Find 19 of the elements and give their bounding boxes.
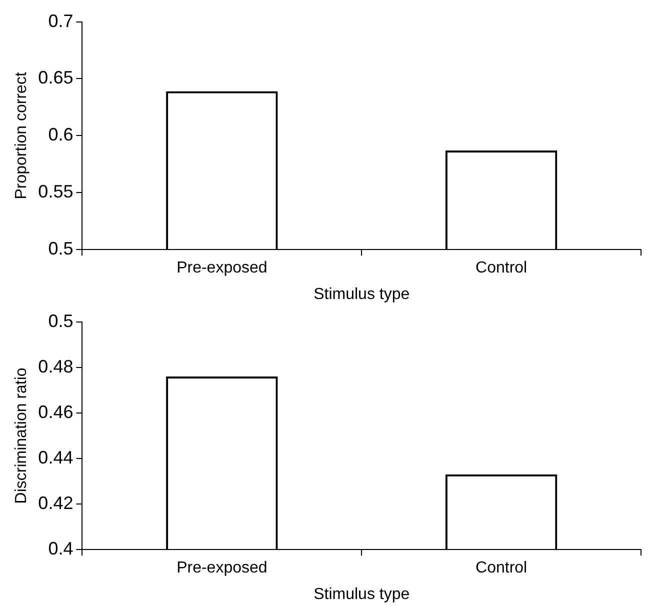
y-tick-label: 0.6: [48, 124, 74, 145]
y-tick-label: 0.55: [38, 182, 74, 202]
y-tick-label: 0.46: [38, 402, 74, 422]
y-tick-label: 0.7: [48, 10, 74, 31]
x-tick-label: Control: [476, 260, 528, 277]
y-axis-title: Proportion correct: [13, 72, 30, 200]
x-axis-title: Stimulus type: [314, 586, 410, 603]
y-tick-label: 0.5: [48, 238, 74, 259]
y-tick-label: 0.44: [38, 447, 74, 468]
y-tick-label: 0.42: [38, 493, 74, 514]
y-tick-label: 0.65: [38, 68, 74, 88]
x-axis-title: Stimulus type: [314, 286, 410, 303]
y-tick-label: 0.4: [48, 538, 74, 559]
y-tick-label: 0.5: [48, 310, 74, 331]
x-tick-label: Control: [476, 560, 528, 577]
x-tick-label: Pre-exposed: [176, 560, 268, 577]
x-tick-label: Pre-exposed: [176, 260, 268, 277]
y-tick-label: 0.48: [38, 356, 74, 376]
y-axis-title: Discrimination ratio: [13, 368, 30, 504]
